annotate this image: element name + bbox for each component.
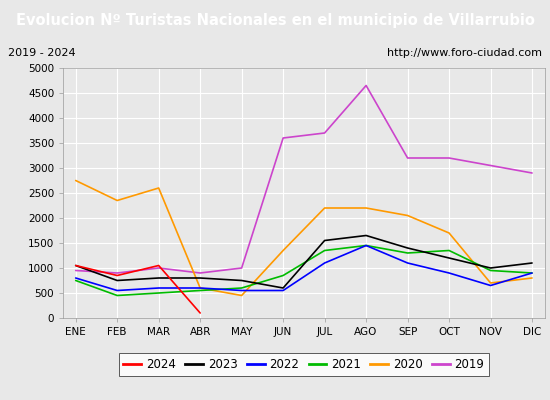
Text: 2019 - 2024: 2019 - 2024 bbox=[8, 48, 76, 58]
Text: http://www.foro-ciudad.com: http://www.foro-ciudad.com bbox=[387, 48, 542, 58]
Legend: 2024, 2023, 2022, 2021, 2020, 2019: 2024, 2023, 2022, 2021, 2020, 2019 bbox=[119, 354, 489, 376]
Text: Evolucion Nº Turistas Nacionales en el municipio de Villarrubio: Evolucion Nº Turistas Nacionales en el m… bbox=[15, 12, 535, 28]
